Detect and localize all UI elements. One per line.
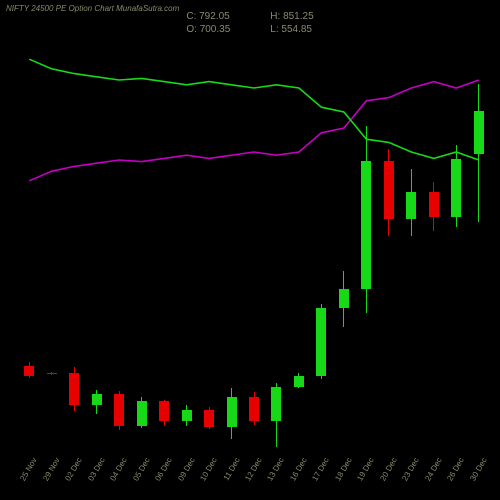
candle-body [249,397,259,421]
indicator-line-1 [29,59,479,160]
candle-body [137,401,147,425]
candle-body [271,387,281,421]
candle-body [474,111,484,154]
candle-body [204,410,214,427]
candle-body [339,289,349,308]
candle-body [406,192,416,219]
candle-body [361,161,371,289]
candle-body [384,161,394,218]
candle-body [429,192,439,218]
indicator-line-2 [29,80,479,181]
candle-body [294,376,304,388]
candle-body [92,394,102,405]
candle-body [47,373,57,374]
indicator-lines [0,0,500,500]
candle-body [114,394,124,426]
candle-body [159,401,169,421]
candle-body [316,308,326,376]
candle-body [227,397,237,427]
candle-body [182,410,192,421]
candle-body [69,373,79,405]
candle-body [451,159,461,217]
chart-container: NIFTY 24500 PE Option Chart MunafaSutra.… [0,0,500,500]
candle-body [24,366,34,375]
